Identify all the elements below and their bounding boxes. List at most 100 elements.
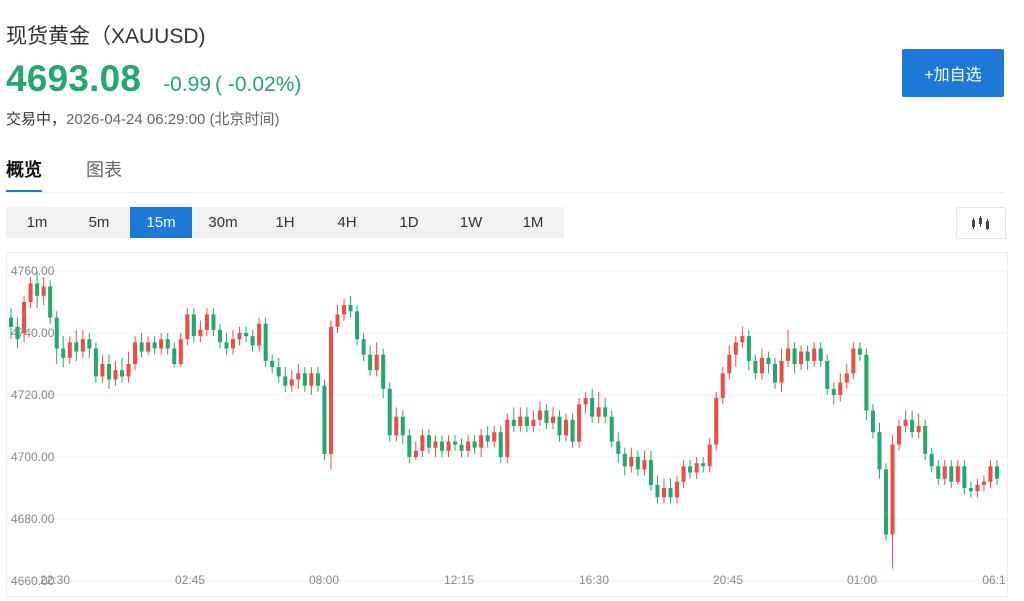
candle[interactable] bbox=[511, 407, 516, 433]
candle[interactable] bbox=[198, 320, 203, 343]
candle[interactable] bbox=[936, 460, 941, 485]
candle[interactable] bbox=[466, 435, 471, 457]
candle[interactable] bbox=[609, 410, 614, 448]
period-30m[interactable]: 30m bbox=[208, 214, 238, 231]
candle[interactable] bbox=[472, 435, 477, 454]
candle[interactable] bbox=[857, 342, 862, 361]
candle[interactable] bbox=[276, 357, 281, 383]
candle[interactable] bbox=[368, 345, 373, 377]
candle[interactable] bbox=[22, 295, 27, 343]
candle[interactable] bbox=[126, 351, 131, 383]
candle[interactable] bbox=[289, 370, 294, 392]
candle[interactable] bbox=[590, 388, 595, 423]
candle[interactable] bbox=[733, 336, 738, 368]
candle[interactable] bbox=[348, 295, 353, 318]
candle[interactable] bbox=[923, 419, 928, 461]
candle[interactable] bbox=[688, 460, 693, 479]
candle[interactable] bbox=[426, 429, 431, 454]
candle[interactable] bbox=[955, 460, 960, 485]
candle[interactable] bbox=[237, 326, 242, 346]
candle[interactable] bbox=[485, 426, 490, 448]
candle[interactable] bbox=[67, 336, 72, 364]
candle[interactable] bbox=[759, 348, 764, 380]
candle[interactable] bbox=[302, 367, 307, 392]
candle[interactable] bbox=[714, 391, 719, 451]
candle[interactable] bbox=[309, 367, 314, 395]
candle[interactable] bbox=[439, 435, 444, 457]
tab-overview[interactable]: 概览 bbox=[6, 160, 42, 180]
candle[interactable] bbox=[15, 317, 20, 349]
candle[interactable] bbox=[720, 367, 725, 405]
candle[interactable] bbox=[779, 348, 784, 392]
candle[interactable] bbox=[341, 298, 347, 321]
period-1w[interactable]: 1W bbox=[459, 214, 483, 231]
candle[interactable] bbox=[178, 333, 183, 368]
candle[interactable] bbox=[655, 475, 660, 504]
candle[interactable] bbox=[87, 333, 92, 358]
candle[interactable] bbox=[381, 348, 386, 399]
candle[interactable] bbox=[883, 463, 889, 541]
candle[interactable] bbox=[74, 329, 79, 361]
candle[interactable] bbox=[413, 441, 418, 461]
candle[interactable] bbox=[244, 326, 249, 343]
candle[interactable] bbox=[949, 460, 954, 488]
candle[interactable] bbox=[648, 450, 653, 492]
candle[interactable] bbox=[139, 333, 144, 358]
candle[interactable] bbox=[28, 277, 33, 309]
candle[interactable] bbox=[812, 342, 817, 368]
candle[interactable] bbox=[544, 404, 549, 430]
candle[interactable] bbox=[805, 345, 810, 371]
candle[interactable] bbox=[890, 435, 895, 569]
candle[interactable] bbox=[394, 407, 399, 442]
candle[interactable] bbox=[577, 398, 582, 448]
candle[interactable] bbox=[250, 329, 255, 352]
candle[interactable] bbox=[753, 354, 758, 380]
candle[interactable] bbox=[727, 345, 732, 380]
candle[interactable] bbox=[635, 450, 640, 476]
candle[interactable] bbox=[675, 475, 680, 504]
candle[interactable] bbox=[54, 311, 59, 364]
candle[interactable] bbox=[191, 308, 196, 343]
candle[interactable] bbox=[557, 410, 562, 442]
candle[interactable] bbox=[916, 413, 921, 439]
candle[interactable] bbox=[772, 357, 778, 389]
candle[interactable] bbox=[766, 351, 771, 374]
candle[interactable] bbox=[838, 373, 843, 402]
candle[interactable] bbox=[374, 342, 379, 377]
period-15m[interactable]: 15m bbox=[130, 207, 192, 238]
period-1d[interactable]: 1D bbox=[399, 214, 419, 231]
candle[interactable] bbox=[942, 460, 947, 485]
candle[interactable] bbox=[185, 308, 190, 346]
candle[interactable] bbox=[831, 382, 836, 405]
candle[interactable] bbox=[616, 432, 621, 464]
candle[interactable] bbox=[498, 426, 503, 464]
candle[interactable] bbox=[786, 329, 791, 368]
chart-type-button[interactable] bbox=[956, 207, 1006, 239]
candle[interactable] bbox=[929, 447, 934, 473]
candlestick-chart[interactable]: 4760.00 4740.00 4720.00 4700.00 4680.00 4660.… bbox=[7, 253, 1007, 596]
candle[interactable] bbox=[524, 407, 529, 433]
candle[interactable] bbox=[159, 333, 164, 355]
candle[interactable] bbox=[80, 329, 85, 358]
period-1m[interactable]: 1m bbox=[26, 214, 48, 231]
candle[interactable] bbox=[479, 429, 484, 457]
candle[interactable] bbox=[505, 413, 510, 464]
candle[interactable] bbox=[537, 401, 542, 426]
candle[interactable] bbox=[106, 354, 111, 389]
candle[interactable] bbox=[322, 379, 327, 461]
candle[interactable] bbox=[550, 407, 555, 430]
candle[interactable] bbox=[407, 429, 412, 464]
candle[interactable] bbox=[988, 460, 993, 488]
candle[interactable] bbox=[825, 354, 830, 395]
candle[interactable] bbox=[844, 364, 849, 389]
candle[interactable] bbox=[629, 447, 634, 473]
candle[interactable] bbox=[48, 280, 53, 324]
candle[interactable] bbox=[981, 475, 986, 492]
candle[interactable] bbox=[564, 413, 569, 442]
candle[interactable] bbox=[93, 342, 98, 383]
candle[interactable] bbox=[446, 435, 451, 457]
candle[interactable] bbox=[387, 382, 392, 442]
candle[interactable] bbox=[518, 407, 523, 433]
candle[interactable] bbox=[910, 410, 915, 439]
candle[interactable] bbox=[681, 460, 686, 488]
